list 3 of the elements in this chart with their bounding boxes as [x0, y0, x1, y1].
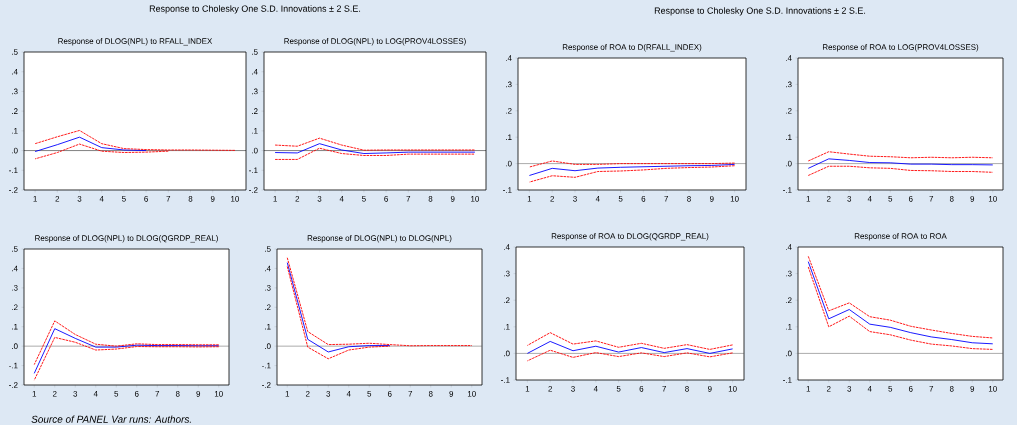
text: Response to Cholesky One S.D. Innovations ± 2 S.E. [654, 7, 866, 16]
text: Response to Cholesky One S.D. Innovations ± 2 S.E. [149, 5, 361, 14]
text: Source of PANEL Var runs: Authors. [31, 415, 191, 423]
